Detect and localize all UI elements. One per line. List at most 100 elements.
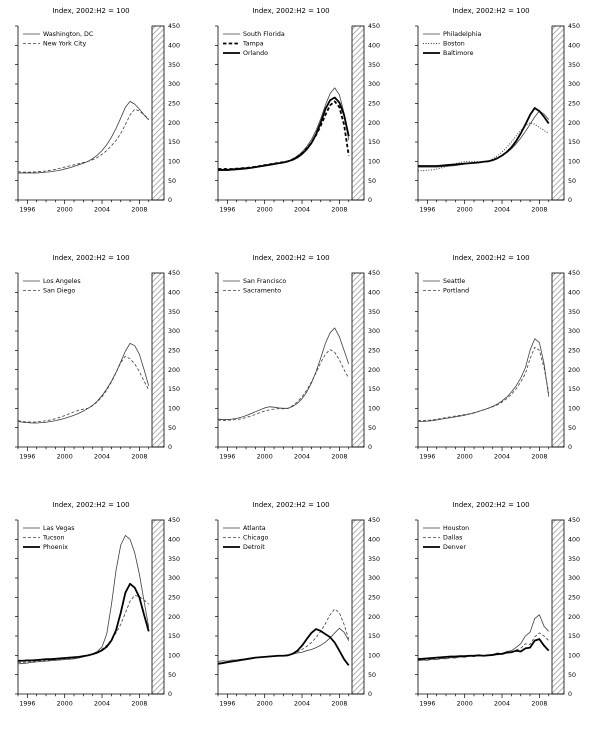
chart-panel-2: Index, 2002:H2 = 100 0 50 100 150 200 250 300 35… (400, 0, 600, 247)
y-axis-label: 50 (168, 672, 176, 679)
y-axis-label: 350 (168, 62, 180, 69)
x-axis-label: 2000 (57, 207, 73, 214)
chart-title: Index, 2002:H2 = 100 (252, 501, 329, 509)
y-axis-label: 0 (168, 691, 172, 698)
y-axis-label: 250 (368, 101, 380, 108)
x-axis-label: 2004 (94, 207, 110, 214)
chart-panel-1: Index, 2002:H2 = 100 0 50 100 150 200 250 300 35… (200, 0, 400, 247)
y-axis-label: 400 (368, 537, 380, 544)
legend-label: Portland (443, 288, 469, 295)
x-axis-label: 2000 (57, 454, 73, 461)
x-axis-label: 2004 (294, 454, 310, 461)
chart-title: Index, 2002:H2 = 100 (452, 501, 529, 509)
legend-label: Atlanta (243, 525, 266, 532)
legend-label: Houston (443, 525, 469, 532)
series-line-2 (217, 628, 350, 666)
chart-panel-7: Index, 2002:H2 = 100 0 50 100 150 200 250 300 35… (200, 494, 400, 741)
y-axis-label: 0 (168, 444, 172, 451)
legend-label: South Florida (243, 31, 285, 38)
y-axis-label: 250 (568, 348, 580, 355)
y-axis-label: 150 (168, 633, 180, 640)
legend-label: New York City (43, 41, 86, 48)
series-line-0 (17, 342, 150, 424)
x-axis-label: 2008 (131, 207, 147, 214)
series-line-1 (18, 595, 149, 663)
y-axis-label: 450 (568, 517, 580, 524)
series-line-2 (18, 582, 150, 662)
y-axis-label: 150 (568, 386, 580, 393)
chart-svg: Index, 2002:H2 = 100 0 50 100 150 200 250 300 35… (215, 7, 380, 214)
x-axis-label: 2000 (57, 701, 73, 708)
x-axis-label: 1996 (219, 701, 235, 708)
chart-title: Index, 2002:H2 = 100 (452, 254, 529, 262)
chart-svg: Index, 2002:H2 = 100 0 50 100 150 200 250 300 35… (15, 501, 180, 708)
y-axis-label: 100 (368, 653, 380, 660)
series-line-2 (418, 107, 550, 167)
y-axis-label: 100 (368, 159, 380, 166)
x-axis-label: 2004 (94, 454, 110, 461)
y-axis-label: 350 (368, 309, 380, 316)
chart-title: Index, 2002:H2 = 100 (252, 254, 329, 262)
y-axis-label: 250 (168, 595, 180, 602)
y-axis-label: 200 (368, 614, 380, 621)
y-axis-label: 50 (168, 425, 176, 432)
y-axis-label: 150 (368, 139, 380, 146)
shaded-region (351, 25, 365, 201)
y-axis-label: 100 (368, 406, 380, 413)
chart-svg: Index, 2002:H2 = 100 0 50 100 150 200 250 300 35… (415, 501, 580, 708)
y-axis-label: 200 (568, 120, 580, 127)
y-axis-label: 350 (568, 309, 580, 316)
series-line-1 (17, 108, 149, 173)
series-line-1 (217, 349, 350, 421)
series-line-0 (418, 338, 550, 422)
series-line-2 (417, 638, 550, 661)
series-line-2 (218, 96, 350, 171)
x-axis-label: 2000 (457, 207, 473, 214)
shaded-region (551, 519, 565, 695)
y-axis-label: 0 (568, 444, 572, 451)
y-axis-label: 200 (168, 367, 180, 374)
x-axis-label: 2008 (131, 701, 147, 708)
y-axis-label: 150 (568, 139, 580, 146)
chart-svg: Index, 2002:H2 = 100 0 50 100 150 200 250 300 35… (15, 254, 180, 461)
x-axis-label: 1996 (219, 454, 235, 461)
x-axis-label: 2008 (531, 454, 547, 461)
legend-label: Las Vegas (43, 525, 74, 532)
x-axis-label: 2000 (457, 454, 473, 461)
shaded-region (551, 25, 565, 201)
legend-label: Tampa (242, 41, 264, 48)
x-axis-label: 2004 (294, 207, 310, 214)
chart-svg: Index, 2002:H2 = 100 0 50 100 150 200 250 300 35… (415, 7, 580, 214)
legend-label: Sacramento (243, 288, 281, 295)
y-axis-label: 50 (368, 425, 376, 432)
y-axis-label: 250 (168, 101, 180, 108)
y-axis-label: 100 (568, 159, 580, 166)
legend-label: Chicago (243, 535, 268, 542)
y-axis-label: 300 (168, 575, 180, 582)
y-axis-label: 350 (368, 556, 380, 563)
x-axis-label: 1996 (419, 701, 435, 708)
x-axis-label: 2000 (257, 701, 273, 708)
legend-label: Dallas (443, 535, 462, 542)
y-axis-label: 100 (168, 406, 180, 413)
y-axis-label: 250 (368, 348, 380, 355)
chart-panel-5: Index, 2002:H2 = 100 0 50 100 150 200 250 300 35… (400, 247, 600, 494)
y-axis-label: 300 (168, 81, 180, 88)
y-axis-label: 100 (568, 406, 580, 413)
y-axis-label: 400 (568, 537, 580, 544)
series-line-1 (417, 122, 550, 172)
series-line-0 (17, 535, 150, 665)
chart-title: Index, 2002:H2 = 100 (452, 7, 529, 15)
chart-panel-8: Index, 2002:H2 = 100 0 50 100 150 200 250 300 35… (400, 494, 600, 741)
y-axis-label: 350 (568, 62, 580, 69)
y-axis-label: 350 (168, 309, 180, 316)
legend-label: San Diego (43, 288, 75, 295)
y-axis-label: 250 (568, 101, 580, 108)
y-axis-label: 400 (568, 43, 580, 50)
legend-label: Orlando (243, 50, 268, 57)
legend-label: San Francisco (243, 278, 286, 285)
chart-svg: Index, 2002:H2 = 100 0 50 100 150 200 250 300 35… (415, 254, 580, 461)
y-axis-label: 0 (568, 691, 572, 698)
legend-label: Phoenix (43, 544, 68, 551)
x-axis-label: 1996 (219, 207, 235, 214)
